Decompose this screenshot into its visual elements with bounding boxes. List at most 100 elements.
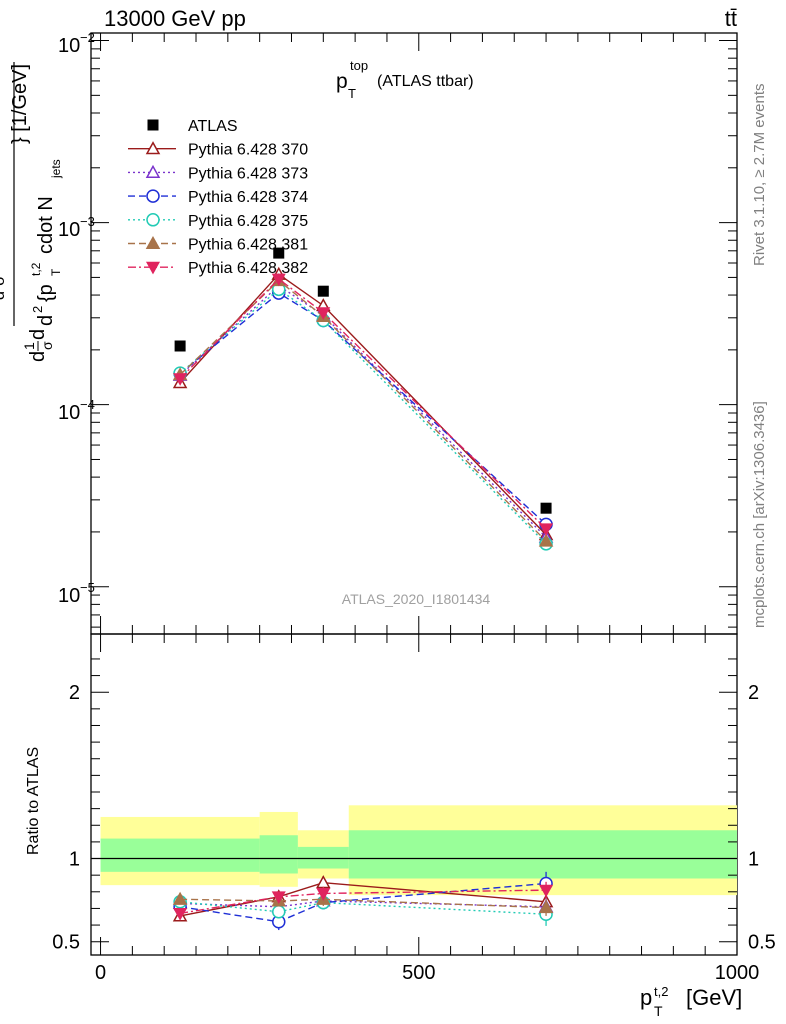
data-point: [273, 247, 285, 259]
ratio-data-point: [172, 891, 188, 905]
svg-text:T: T: [49, 268, 63, 276]
data-point: [539, 523, 554, 537]
legend-marker: [145, 164, 161, 178]
legend-entry-5: Pythia 6.428 375: [128, 213, 308, 230]
chart-title: p top T (ATLAS ttbar): [336, 58, 474, 101]
ratio-y-axis-label: Ratio to ATLAS: [25, 747, 42, 855]
svg-text:1: 1: [21, 342, 37, 350]
legend-marker: [145, 261, 161, 275]
legend-label: Pythia 6.428 370: [188, 142, 308, 159]
data-point: [538, 533, 554, 547]
ratio-series-line: [179, 889, 547, 915]
main-y-tick-label-3: 10 −4: [58, 397, 95, 424]
svg-text:10: 10: [58, 402, 80, 424]
main-axis-ticks: [91, 33, 738, 634]
svg-text:−4: −4: [80, 397, 95, 412]
ratio-band-green-3: [297, 846, 349, 869]
series-1: [174, 247, 552, 514]
rivet-label: Rivet 3.1.10, ≥ 2.7M events: [751, 84, 768, 267]
ratio-data-point: [316, 888, 331, 901]
series-line: [179, 284, 547, 538]
svg-text:d: d: [27, 351, 49, 362]
series-3: [172, 278, 554, 543]
svg-text:d: d: [27, 329, 49, 340]
svg-text:10: 10: [58, 585, 80, 607]
legend-marker: [145, 141, 161, 155]
svg-text:} [1/GeV]: } [1/GeV]: [9, 64, 31, 144]
svg-text:d²σ: d²σ: [0, 276, 8, 300]
legend-label: Pythia 6.428 375: [188, 213, 308, 230]
ratio-uncertainty-bands: [91, 805, 737, 896]
data-point: [173, 373, 188, 386]
main-y-axis-label: d 1 σ d d²σ td d 2 {p T t,2 cdot N jets …: [0, 62, 63, 362]
series-line: [179, 273, 547, 536]
ratio-y-tick-label-right: 2: [748, 682, 759, 704]
ratio-y-tick-label-left: 2: [69, 682, 80, 704]
ratio-data-point: [173, 908, 188, 921]
legend-entry-1: ATLAS: [147, 118, 238, 135]
series-7: [173, 273, 554, 537]
ratio-series-line: [180, 901, 547, 915]
svg-text:(ATLAS ttbar): (ATLAS ttbar): [377, 73, 474, 90]
ratio-band-green-1: [100, 838, 260, 872]
series-4: [173, 286, 553, 532]
main-y-tick-label-2: 10 −3: [58, 214, 95, 241]
legend-label: Pythia 6.428 381: [188, 237, 308, 254]
ratio-data-point: [539, 884, 554, 898]
legend-entry-3: Pythia 6.428 373: [128, 164, 308, 182]
series-line: [179, 292, 547, 525]
energy-label: 13000 GeV pp: [104, 6, 246, 31]
ratio-y-tick-label-left: 0.5: [52, 932, 80, 954]
legend-entry-6: Pythia 6.428 381: [128, 235, 308, 254]
svg-text:2: 2: [30, 306, 45, 313]
series-5: [173, 282, 553, 551]
svg-text:cdot N: cdot N: [35, 196, 57, 254]
data-point: [316, 307, 331, 320]
main-data-layer: [172, 247, 554, 551]
data-point: [540, 502, 552, 514]
legend-label: Pythia 6.428 374: [188, 189, 308, 206]
svg-text:td: td: [0, 261, 1, 270]
ratio-data-point: [538, 900, 554, 914]
data-point: [271, 273, 286, 287]
legend-label: Pythia 6.428 382: [188, 260, 308, 277]
series-line: [179, 288, 547, 545]
data-point: [317, 285, 329, 297]
main-y-tick-label-1: 10 −2: [58, 30, 95, 57]
ratio-y-tick-label-left: 1: [69, 849, 80, 871]
legend-marker: [146, 189, 160, 203]
legend-entry-2: Pythia 6.428 370: [128, 141, 308, 159]
svg-text:−2: −2: [80, 30, 95, 45]
ratio-panel-frame: [90, 633, 738, 956]
svg-text:T: T: [348, 86, 356, 101]
svg-text:{p: {p: [35, 284, 57, 302]
ratio-series-line: [179, 882, 547, 923]
svg-text:d: d: [35, 315, 57, 326]
x-tick-label: 0: [95, 962, 106, 984]
ratio-y-tick-label-right: 1: [748, 849, 759, 871]
ratio-axis-ticks: 0.5 0.5 1 1 2 2 0 500 1000: [52, 634, 776, 984]
svg-text:10: 10: [58, 219, 80, 241]
x-axis-label: p T t,2 [GeV]: [640, 984, 742, 1019]
svg-text:t,2: t,2: [29, 262, 43, 276]
legend-entry-4: Pythia 6.428 374: [128, 189, 308, 206]
legend-marker: [147, 119, 159, 131]
x-tick-label: 500: [402, 962, 435, 984]
svg-text:jets: jets: [49, 159, 63, 179]
svg-text:[GeV]: [GeV]: [686, 985, 742, 1010]
legend-entry-7: Pythia 6.428 382: [128, 260, 308, 277]
main-y-tick-label-4: 10 −5: [58, 580, 95, 607]
ratio-data-point: [272, 905, 286, 919]
mcplots-label: mcplots.cern.ch [arXiv:1306.3436]: [751, 401, 768, 628]
svg-text:σ: σ: [39, 341, 55, 350]
svg-text:T: T: [654, 1003, 663, 1019]
ratio-data-point: [271, 891, 286, 905]
analysis-id: ATLAS_2020_I1801434: [342, 591, 491, 607]
ratio-band-green-4: [348, 830, 737, 879]
svg-text:top: top: [350, 58, 368, 73]
ratio-series-6: [173, 881, 554, 921]
series-2: [172, 266, 554, 541]
legend-label: Pythia 6.428 373: [188, 165, 308, 182]
ratio-band-green-2: [259, 835, 298, 874]
